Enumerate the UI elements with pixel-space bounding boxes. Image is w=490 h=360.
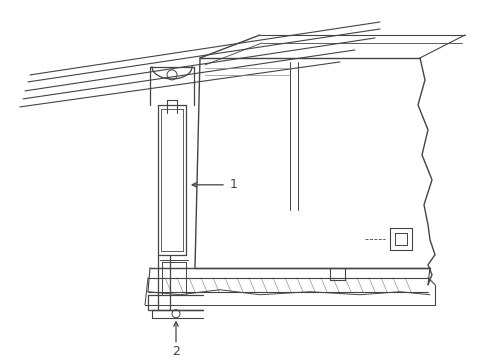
Text: 2: 2 [172,345,180,358]
Text: 1: 1 [230,178,238,191]
